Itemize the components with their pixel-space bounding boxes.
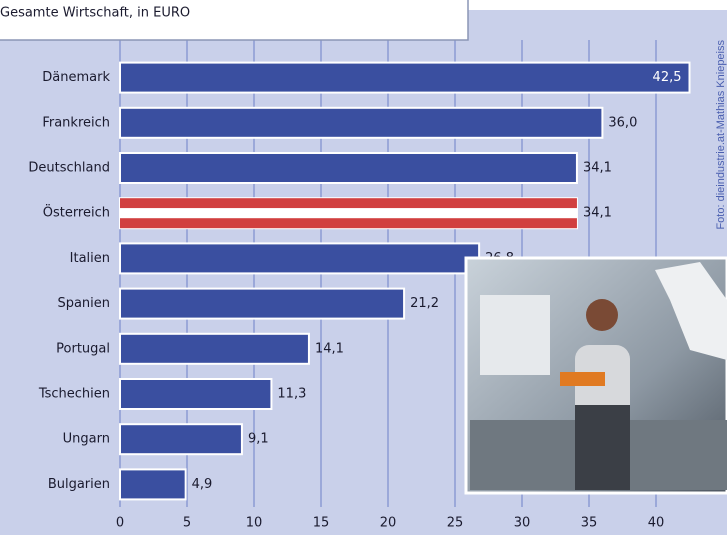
x-tick-label: 5 xyxy=(183,516,191,531)
bar xyxy=(119,287,406,320)
photo xyxy=(464,256,727,495)
bars: Dänemark 42,5 Frankreich 36,0 Deutschland 34,… xyxy=(28,61,691,501)
photo-tablet xyxy=(560,372,605,386)
y-tick-label: Spanien xyxy=(57,296,110,311)
y-tick-label: Bulgarien xyxy=(48,477,110,492)
bar xyxy=(119,378,273,410)
photo-figure-legs xyxy=(575,405,630,490)
bar-stripe xyxy=(120,218,577,229)
y-tick-label: Österreich xyxy=(43,204,110,221)
x-tick-label: 40 xyxy=(648,516,665,531)
value-label: 42,5 xyxy=(653,70,682,85)
y-tick-label: Tschechien xyxy=(38,387,110,402)
x-tick-label: 25 xyxy=(447,516,464,531)
bar xyxy=(119,423,243,456)
x-tick-label: 0 xyxy=(116,516,124,531)
y-tick-label: Italien xyxy=(70,251,110,266)
value-label: 21,2 xyxy=(410,296,439,311)
bar xyxy=(119,61,691,94)
chart-title: Gesamte Wirtschaft, in EURO xyxy=(0,6,190,21)
value-label: 34,1 xyxy=(583,206,612,221)
x-tick-label: 10 xyxy=(246,516,263,531)
y-tick-label: Frankreich xyxy=(42,115,110,130)
photo-credit: Foto: dieindustrie.at-Mathias Kniepeiss xyxy=(715,40,727,230)
x-tick-label: 30 xyxy=(514,516,531,531)
y-tick-label: Deutschland xyxy=(28,161,110,176)
y-tick-label: Ungarn xyxy=(63,432,110,447)
y-tick-label: Portugal xyxy=(56,341,110,356)
x-tick-label: 20 xyxy=(380,516,397,531)
bar xyxy=(119,332,310,365)
value-label: 36,0 xyxy=(608,115,637,130)
value-label: 4,9 xyxy=(192,477,213,492)
bar xyxy=(119,468,187,501)
bar xyxy=(119,242,481,275)
value-label: 34,1 xyxy=(583,161,612,176)
value-label: 9,1 xyxy=(248,432,269,447)
value-label: 11,3 xyxy=(277,387,306,402)
photo-panel xyxy=(480,295,550,375)
bar-stripe xyxy=(120,198,577,209)
photo-robot xyxy=(655,262,727,360)
photo-figure-head xyxy=(586,299,618,331)
bar-stripe xyxy=(120,208,577,219)
bar xyxy=(119,152,578,184)
bar xyxy=(119,106,604,139)
x-tick-label: 15 xyxy=(313,516,330,531)
x-tick-label: 35 xyxy=(581,516,598,531)
title-box xyxy=(0,0,469,41)
y-tick-label: Dänemark xyxy=(42,70,110,85)
value-label: 14,1 xyxy=(315,341,344,356)
